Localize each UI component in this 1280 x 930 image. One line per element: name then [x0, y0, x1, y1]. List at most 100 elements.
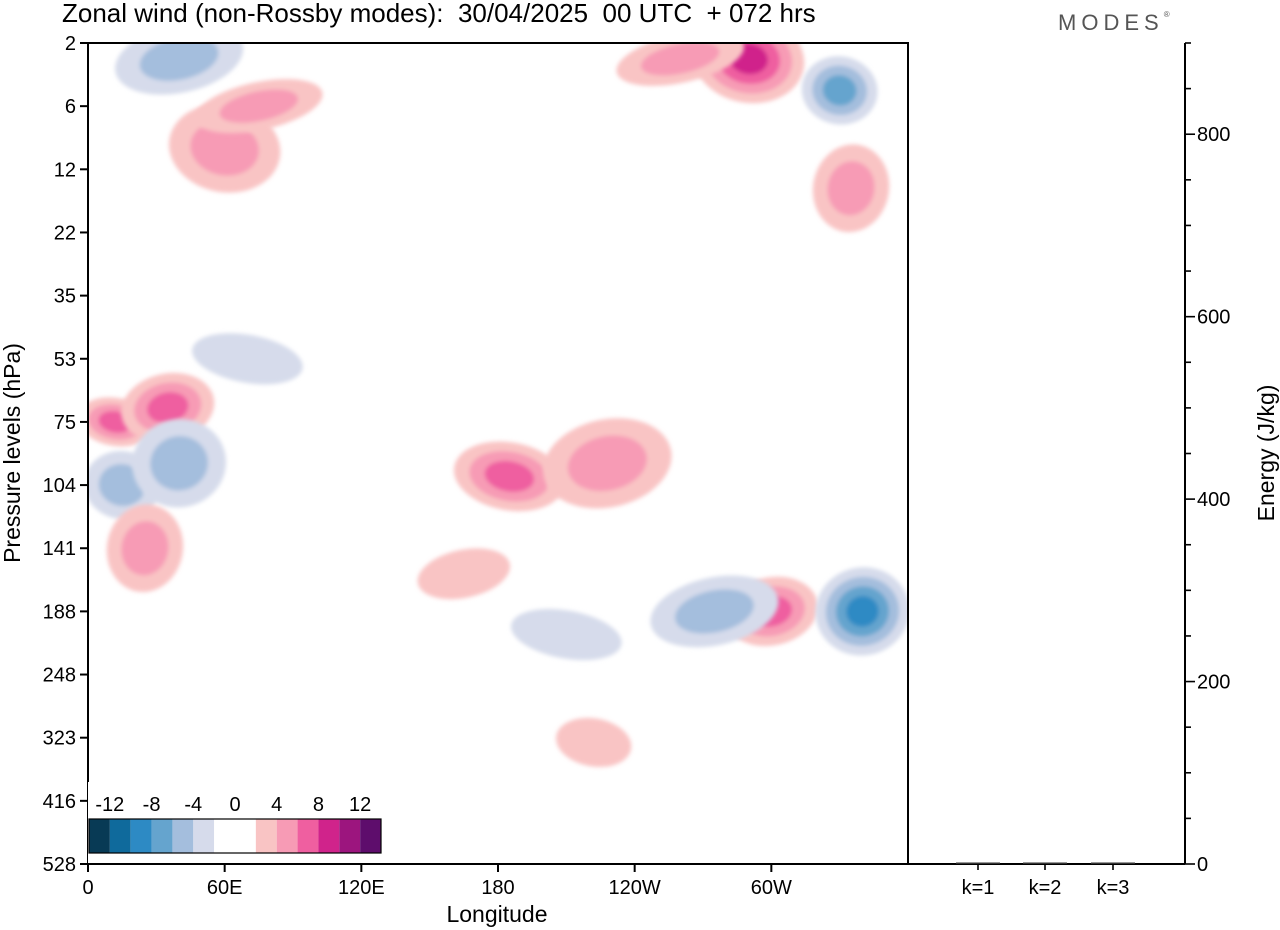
colorbar-swatch — [151, 819, 173, 853]
heatmap-plot: 2 6 12 22 35 53 75 104 141 188 248 323 416 528 0 60E 12… — [0, 33, 909, 927]
y-tick-label: 2 — [65, 33, 76, 55]
x-tick-label: 60W — [751, 877, 792, 899]
x-tick-label: 120E — [338, 877, 385, 899]
colorbar-tick-label: -4 — [184, 794, 202, 816]
registered-mark: ® — [1163, 10, 1170, 19]
y-tick-label: 75 — [54, 412, 76, 434]
x-tick-label: 120W — [609, 877, 661, 899]
wind-region — [812, 144, 890, 233]
energy-y-axis: 0 200 400 600 800 — [1185, 42, 1230, 876]
wind-region — [815, 567, 908, 656]
energy-bar — [956, 862, 1000, 864]
x-tick-label: 0 — [82, 877, 93, 899]
wind-region — [195, 79, 323, 134]
colorbar-swatch — [193, 819, 215, 853]
wind-region — [106, 504, 184, 593]
colorbar-swatch — [339, 819, 361, 853]
colorbar-swatch — [130, 819, 152, 853]
colorbar-swatch — [255, 819, 277, 853]
colorbar-swatch — [109, 819, 131, 853]
colorbar-tick-label: 4 — [271, 794, 282, 816]
wind-region — [616, 43, 744, 86]
y-tick-label: 323 — [43, 728, 76, 750]
wind-region — [417, 548, 511, 600]
contour-band — [556, 717, 632, 767]
contour-band — [675, 589, 754, 634]
colorbar-swatch — [360, 819, 381, 853]
contour-band — [511, 608, 622, 661]
energy-tick-label: 600 — [1197, 307, 1230, 329]
y-tick-label: 35 — [54, 286, 76, 308]
contour-band — [827, 161, 875, 216]
colorbar-tick-label: -12 — [95, 794, 124, 816]
contour-band — [190, 120, 259, 176]
colorbar-swatch — [172, 819, 194, 853]
energy-bar — [1023, 862, 1067, 864]
contour-band — [567, 435, 647, 492]
energy-tick-label: 200 — [1197, 672, 1230, 694]
y-tick-label: 53 — [54, 349, 76, 371]
colorbar-tick-label: -8 — [143, 794, 161, 816]
contour-band — [417, 548, 511, 600]
contour-band — [484, 460, 535, 492]
wind-region — [192, 333, 303, 385]
x-tick-label: 180 — [481, 877, 514, 899]
contour-band — [139, 43, 219, 81]
wind-region — [556, 717, 632, 767]
energy-tick-label: 400 — [1197, 489, 1230, 511]
wind-region — [511, 608, 622, 661]
wind-region — [543, 418, 672, 509]
y-tick-label: 104 — [43, 475, 76, 497]
chart-title: Zonal wind (non-Rossby modes): 30/04/202… — [62, 0, 816, 28]
y-tick-label: 248 — [43, 665, 76, 687]
x-axis: 0 60E 120E 180 120W 60W — [82, 864, 792, 899]
energy-bars — [956, 862, 1135, 864]
colorbar-frame — [88, 818, 382, 854]
contour-band — [640, 43, 720, 76]
wind-region — [132, 419, 226, 508]
contour-band — [147, 392, 189, 423]
energy-y-axis-title: Energy (J/kg) — [1253, 385, 1279, 522]
wind-region — [692, 43, 805, 104]
energy-plot: 0 200 400 600 800 k=1 k=2 k=3 Energy (J/kg) — [907, 42, 1279, 899]
colorbar-tick-label: 8 — [313, 794, 324, 816]
colorbar-swatch — [318, 819, 340, 853]
colorbar: -12 -8 -4 0 4 8 12 — [88, 782, 382, 863]
wind-region — [453, 441, 565, 512]
y-tick-label: 188 — [43, 601, 76, 623]
contour-band — [846, 596, 879, 627]
energy-bar — [1091, 862, 1135, 864]
contour-band — [822, 75, 857, 106]
y-axis-title: Pressure levels (hPa) — [0, 343, 25, 563]
y-axis: 2 6 12 22 35 53 75 104 141 188 248 323 416 528 — [43, 33, 88, 876]
y-tick-label: 141 — [43, 538, 76, 560]
energy-x-axis: k=1 k=2 k=3 — [962, 864, 1130, 899]
wind-region — [115, 43, 244, 95]
contour-band — [121, 521, 169, 576]
y-tick-label: 416 — [43, 791, 76, 813]
x-tick-label: 60E — [207, 877, 243, 899]
y-tick-label: 22 — [54, 222, 76, 244]
contour-band — [192, 333, 303, 385]
wind-region — [650, 575, 779, 648]
modes-logo-text: MODES — [1058, 10, 1164, 35]
energy-tick-label: 800 — [1197, 124, 1230, 146]
energy-category-label: k=2 — [1029, 877, 1062, 899]
contour-band — [219, 89, 299, 123]
modes-logo: MODES® — [1058, 10, 1170, 36]
colorbar-swatch — [297, 819, 319, 853]
x-axis-title: Longitude — [446, 901, 547, 927]
wind-region — [801, 56, 878, 125]
colorbar-swatch — [89, 819, 110, 853]
y-tick-label: 12 — [54, 159, 76, 181]
colorbar-tick-label: 12 — [349, 794, 371, 816]
energy-category-label: k=1 — [962, 877, 995, 899]
y-tick-label: 6 — [65, 96, 76, 118]
y-tick-label: 528 — [43, 854, 76, 876]
contour-band — [150, 436, 208, 491]
colorbar-swatch — [276, 819, 298, 853]
energy-category-label: k=3 — [1097, 877, 1130, 899]
wind-field — [88, 43, 908, 767]
colorbar-swatch — [214, 819, 256, 853]
